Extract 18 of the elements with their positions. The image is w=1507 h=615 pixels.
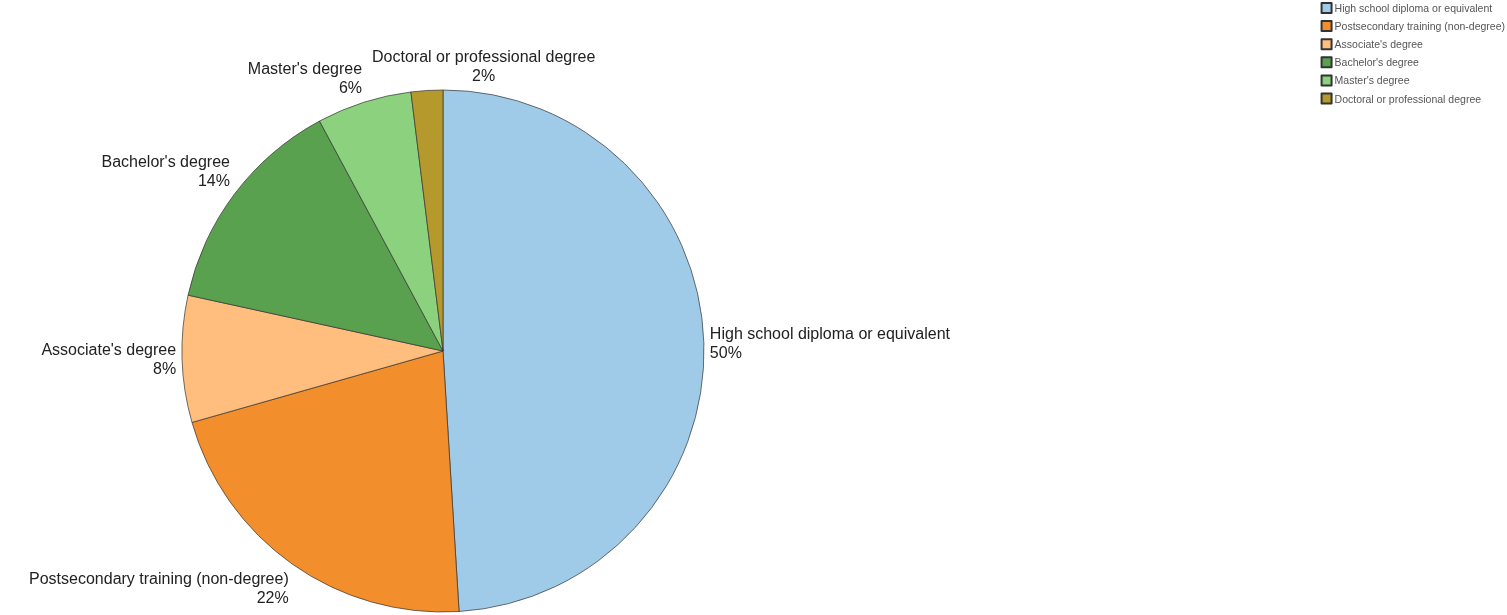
data-label: 8% [153,360,177,378]
legend-label: Postsecondary training (non-degree) [1334,20,1506,33]
slice-label: Master's degree [247,59,363,77]
slice-label: High school diploma or equivalent [709,324,951,342]
legend-label: Master's degree [1334,74,1410,87]
legend-label: Associate's degree [1334,38,1424,51]
data-label: 50% [709,343,742,361]
data-label: 6% [338,78,363,96]
slice-label: Doctoral or professional degree [372,47,596,65]
data-label: 14% [197,172,230,190]
legend-label: Doctoral or professional degree [1334,92,1482,105]
slice-label: Postsecondary training (non-degree) [29,569,289,587]
legend-label: High school diploma or equivalent [1334,2,1493,14]
legend-label: Bachelor's degree [1334,56,1420,69]
slice-label: Associate's degree [41,341,177,359]
data-label: 2% [472,66,496,84]
slice-label: Bachelor's degree [101,153,231,171]
data-label: 22% [256,588,289,606]
